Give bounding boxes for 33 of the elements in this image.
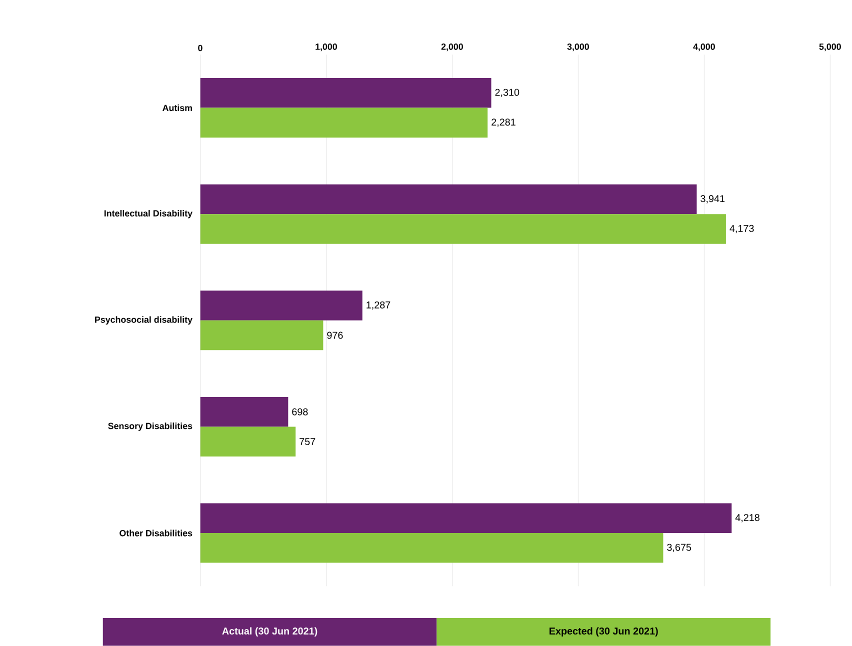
text: Actual (30 Jun 2021)	[222, 627, 318, 637]
y-tick-label: Sensory Disabilities	[108, 422, 192, 431]
y-tick-label: Other Disabilities	[120, 530, 192, 536]
x-tick-label: 3,000	[567, 44, 589, 52]
x-tick-label: 1,000	[316, 44, 337, 52]
data-label: 757	[300, 438, 316, 446]
data-label: 3,675	[667, 544, 692, 552]
bar	[200, 290, 362, 321]
text: Expected (30 Jun 2021)	[550, 627, 658, 637]
bar	[200, 533, 664, 563]
bar	[200, 78, 492, 108]
bar	[200, 214, 726, 244]
x-tick-label: 4,000	[693, 44, 715, 52]
bar	[200, 503, 732, 534]
x-tick-label: 0	[198, 44, 202, 52]
data-label: 698	[292, 408, 308, 416]
x-tick-label: 2,000	[441, 44, 463, 52]
data-label: 3,941	[700, 195, 725, 204]
data-label: 976	[327, 332, 343, 339]
data-label: 2,310	[495, 88, 520, 98]
bar	[200, 320, 324, 350]
bar	[200, 426, 296, 457]
bar	[200, 108, 488, 138]
y-tick-label: Psychosocial disability	[95, 316, 192, 325]
bar	[200, 184, 697, 214]
data-label: 4,218	[735, 514, 760, 522]
x-tick-label: 5,000	[819, 44, 841, 52]
data-label: 2,281	[492, 118, 516, 127]
y-tick-label: Intellectual Disability	[104, 210, 192, 218]
bar	[200, 397, 288, 427]
y-tick-label: Autism	[162, 104, 192, 112]
data-label: 1,287	[366, 302, 390, 310]
data-label: 4,173	[730, 225, 754, 234]
